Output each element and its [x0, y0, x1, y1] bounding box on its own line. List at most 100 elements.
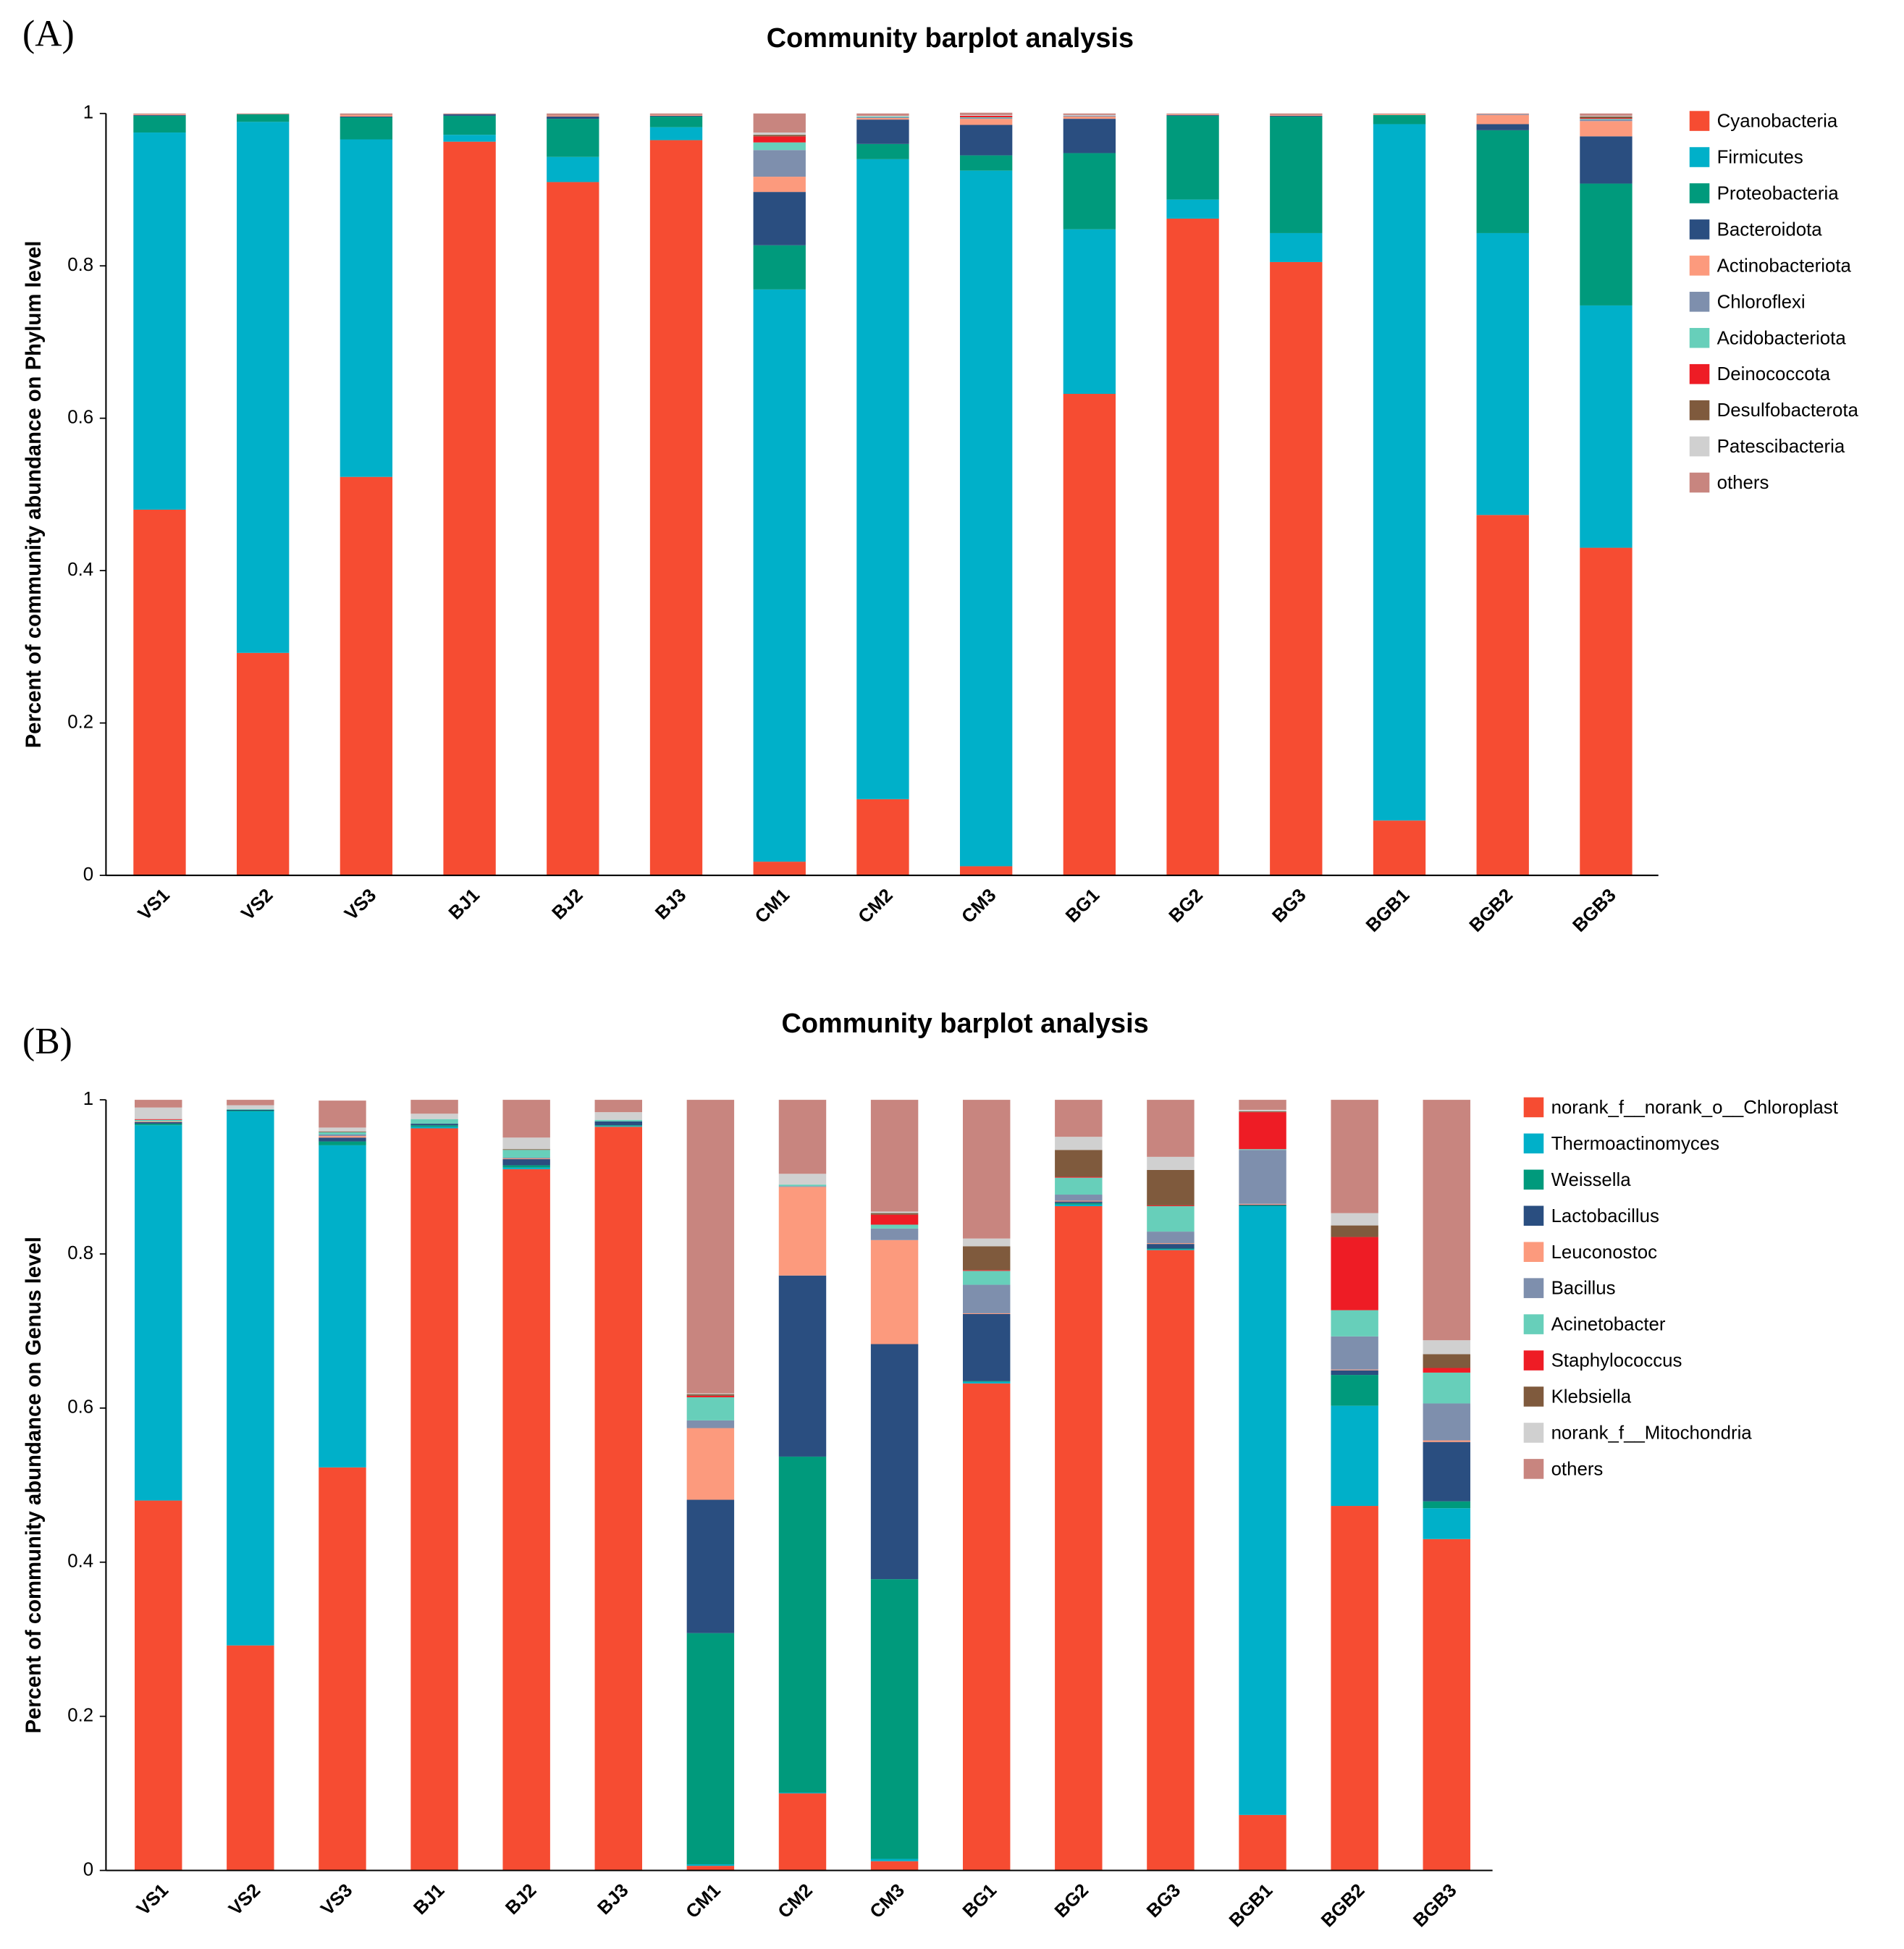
bar-segment [856, 799, 909, 876]
x-tick-label: BGB1 [1362, 885, 1414, 936]
legend-swatch [1523, 1169, 1544, 1190]
bar-segment [1055, 1205, 1103, 1871]
bar-segment [547, 156, 599, 182]
bar-segment [649, 115, 703, 117]
bar-segment [1239, 1112, 1286, 1150]
x-tick-label: BGB3 [1410, 1880, 1461, 1932]
bar-segment [959, 125, 1013, 156]
bar-segment [962, 1246, 1011, 1271]
bar-segment [870, 1228, 919, 1240]
bar-segment [753, 192, 806, 245]
bar-segment [1270, 116, 1323, 233]
bar-segment [1373, 114, 1426, 125]
bar-segment [753, 132, 806, 135]
bar-segment [1476, 515, 1529, 876]
legend-label: Leuconostoc [1551, 1242, 1658, 1263]
bar-segment [547, 119, 599, 157]
bar-segment [1331, 1100, 1378, 1213]
x-tick-label: VS1 [135, 885, 174, 924]
legend-swatch [1523, 1242, 1544, 1262]
bar-segment [1239, 1109, 1286, 1112]
bar-segment [1239, 1150, 1286, 1204]
x-tick-label: BJ3 [594, 1880, 632, 1919]
x-tick-label: BGB2 [1466, 885, 1517, 936]
bar-segment [340, 139, 393, 477]
bar-segment [133, 115, 186, 133]
bar-segment [227, 1645, 274, 1871]
bar-segment [778, 1456, 827, 1793]
legend-label: Thermoactinomyces [1551, 1134, 1720, 1154]
bar-segment [1270, 113, 1323, 115]
bar-segment [778, 1793, 827, 1871]
bar-segment [547, 182, 599, 876]
bar-segment [1580, 115, 1633, 117]
bar-segment [1166, 114, 1219, 116]
x-tick-label: CM2 [775, 1880, 817, 1922]
bar-segment [133, 114, 186, 116]
bar-segment [1423, 1372, 1470, 1404]
bar-segment [1239, 1111, 1286, 1113]
bar-segment [686, 1864, 735, 1866]
bar-segment [502, 1100, 550, 1138]
bar-segment [962, 1238, 1011, 1247]
bar-segment [319, 1136, 366, 1138]
legend-swatch [1689, 292, 1710, 312]
bar-segment [594, 1125, 643, 1127]
bar-segment [237, 114, 290, 122]
bar-segment [319, 1132, 366, 1135]
bar-segment [443, 135, 496, 142]
bar-segment [686, 1395, 735, 1397]
bar-segment [1331, 1237, 1378, 1310]
y-tick-label: 0.2 [67, 712, 93, 732]
legend-label: Acidobacteriota [1717, 328, 1847, 348]
bar-segment [1476, 114, 1529, 115]
bar-segment [410, 1100, 458, 1114]
bar-segment [1239, 1149, 1286, 1150]
x-tick-label: CM1 [682, 1880, 724, 1922]
x-tick-label: CM2 [854, 885, 896, 927]
bar-segment [870, 1344, 919, 1580]
bar-segment [1147, 1244, 1195, 1249]
bar-segment [319, 1137, 366, 1142]
x-tick-label: BJ1 [445, 885, 484, 923]
legend-label: norank_f__norank_o__Chloroplast [1551, 1098, 1838, 1118]
bar-segment [547, 113, 599, 116]
chart-title: Community barplot analysis [767, 23, 1134, 54]
bar-segment [340, 113, 393, 115]
bar-segment [594, 1119, 643, 1121]
legend-swatch [1523, 1423, 1544, 1443]
bar-segment [1166, 218, 1219, 876]
bar-segment [856, 159, 909, 799]
bar-segment [135, 1107, 182, 1119]
bar-segment [133, 509, 186, 876]
bar-segment [1331, 1375, 1378, 1406]
bar-segment [340, 476, 393, 876]
bar-segment [856, 119, 909, 144]
legend-swatch [1689, 436, 1710, 457]
bar-segment [1331, 1225, 1378, 1237]
bar-segment [778, 1187, 827, 1276]
x-tick-label: BG2 [1051, 1880, 1092, 1921]
bar-segment [1423, 1340, 1470, 1355]
bar-segment [1580, 118, 1633, 119]
bar-segment [1331, 1405, 1378, 1507]
legend-label: others [1551, 1459, 1604, 1479]
y-tick-label: 0.4 [67, 560, 93, 580]
legend-label: Chloroflexi [1717, 292, 1806, 312]
bar-segment [962, 1313, 1011, 1314]
bar-segment [1423, 1538, 1470, 1871]
legend-swatch [1523, 1278, 1544, 1298]
bar-segment [1270, 114, 1323, 116]
bar-segment [1423, 1354, 1470, 1368]
bar-segment [1423, 1441, 1470, 1502]
bar-segment [1476, 114, 1529, 125]
legend-label: Weissella [1551, 1170, 1632, 1190]
bar-segment [443, 141, 496, 876]
x-tick-label: BGB3 [1569, 885, 1620, 936]
legend-label: Proteobacteria [1717, 184, 1840, 204]
bar-segment [959, 114, 1013, 116]
bar-segment [1063, 113, 1116, 115]
bar-segment [962, 1284, 1011, 1313]
x-tick-label: BG1 [959, 1880, 1001, 1921]
bar-segment [547, 116, 599, 119]
